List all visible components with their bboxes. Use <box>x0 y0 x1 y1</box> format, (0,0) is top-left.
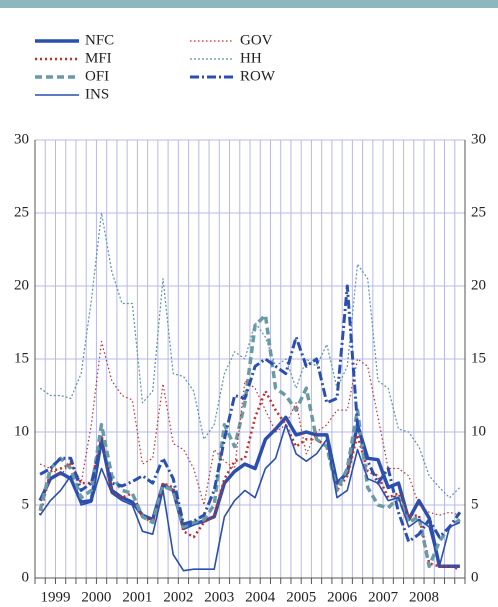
x-tick-label: 2007 <box>368 589 399 605</box>
x-tick-label: 1999 <box>40 589 70 605</box>
y-tick-label: 15 <box>14 350 29 366</box>
series-line <box>39 340 461 516</box>
x-tick-label: 2001 <box>122 589 152 605</box>
y-tick-label: 10 <box>14 423 29 439</box>
legend-label: ROW <box>240 68 276 84</box>
y2-tick-label: 30 <box>471 131 486 147</box>
legend-label: MFI <box>85 50 112 66</box>
x-tick-label: 2008 <box>409 589 439 605</box>
x-tick-label: 2004 <box>245 589 276 605</box>
legend-label: OFI <box>85 68 109 84</box>
series-line <box>39 423 461 572</box>
x-tick-label: 2006 <box>327 589 358 605</box>
y-tick-label: 25 <box>14 204 29 220</box>
series-line <box>39 212 461 499</box>
y2-tick-label: 10 <box>471 423 486 439</box>
legend-label: INS <box>85 86 109 102</box>
y2-tick-label: 5 <box>471 496 479 512</box>
top-band <box>0 0 498 8</box>
y2-tick-label: 15 <box>471 350 486 366</box>
legend-label: HH <box>240 50 262 66</box>
y-tick-label: 20 <box>14 277 29 293</box>
series-line <box>39 284 462 543</box>
series-line <box>38 389 461 571</box>
legend-label: NFC <box>85 32 114 48</box>
x-tick-label: 2000 <box>81 589 111 605</box>
series-line <box>38 313 461 569</box>
x-tick-label: 2003 <box>204 589 234 605</box>
y-tick-label: 5 <box>22 496 30 512</box>
y2-tick-label: 25 <box>471 204 486 220</box>
legend-label: GOV <box>240 32 273 48</box>
y-tick-label: 30 <box>14 131 29 147</box>
x-tick-label: 2005 <box>286 589 316 605</box>
y2-tick-label: 20 <box>471 277 486 293</box>
y-tick-label: 0 <box>22 569 30 585</box>
y2-tick-label: 0 <box>471 569 479 585</box>
x-tick-label: 2002 <box>163 589 193 605</box>
